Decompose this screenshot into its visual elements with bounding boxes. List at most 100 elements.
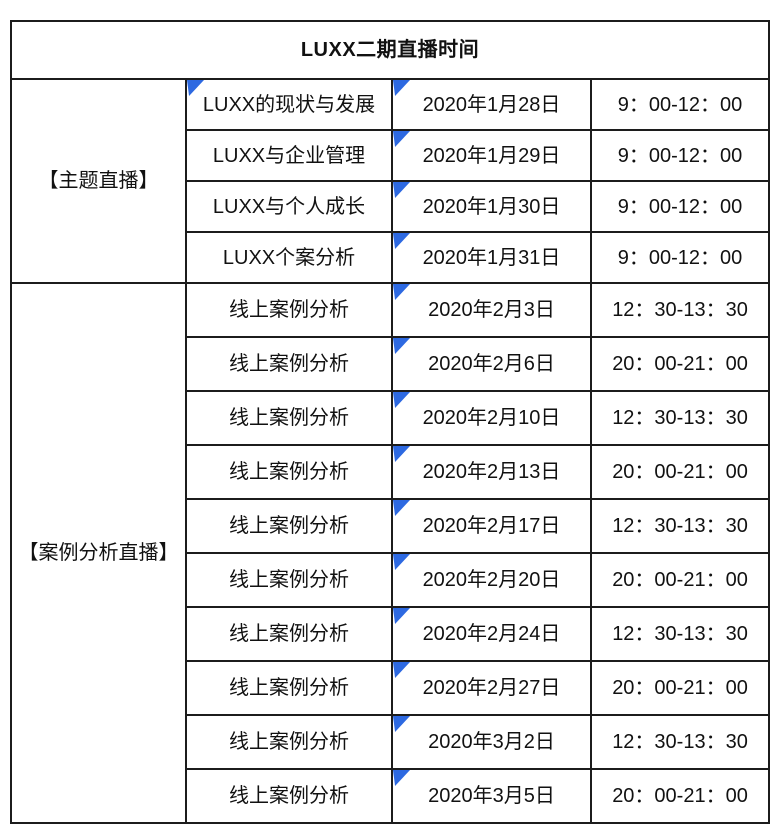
- time-text: 12：30-13：30: [612, 299, 748, 321]
- topic-cell: 线上案例分析: [185, 336, 393, 392]
- date-text: 2020年1月28日: [422, 93, 561, 116]
- time-text: 12：30-13：30: [612, 623, 748, 645]
- date-cell: 2020年1月31日: [391, 231, 592, 284]
- date-text: 2020年2月6日: [428, 353, 555, 375]
- date-text: 2020年1月31日: [422, 246, 561, 269]
- time-cell: 9：00-12：00: [589, 129, 771, 182]
- date-cell: 2020年2月20日: [391, 552, 592, 608]
- comment-marker-icon: [394, 609, 410, 624]
- schedule-table: LUXX二期直播时间 【主题直播】 LUXX的现状与发展 2020年1月28日 9：0…: [9, 20, 771, 824]
- time-text: 12：30-13：30: [612, 515, 748, 537]
- time-text: 20：00-21：00: [612, 677, 748, 699]
- table-row: 线上案例分析 2020年2月10日 12：30-13：30: [11, 390, 771, 446]
- topic-text: 线上案例分析: [229, 407, 349, 429]
- comment-marker-icon: [394, 339, 410, 354]
- topic-cell: LUXX的现状与发展: [185, 78, 393, 131]
- table-row: 线上案例分析 2020年2月27日 20：00-21：00: [11, 660, 771, 716]
- date-cell: 2020年1月30日: [391, 180, 592, 233]
- section-label: 【主题直播】: [10, 78, 187, 284]
- date-text: 2020年2月3日: [428, 299, 555, 321]
- time-cell: 20：00-21：00: [589, 552, 771, 608]
- time-text: 20：00-21：00: [612, 461, 748, 483]
- comment-marker-icon: [394, 663, 410, 678]
- time-cell: 20：00-21：00: [589, 336, 771, 392]
- time-text: 9：00-12：00: [617, 246, 743, 269]
- topic-text: 线上案例分析: [229, 461, 349, 483]
- date-cell: 2020年3月2日: [391, 714, 592, 770]
- topic-text: LUXX个案分析: [222, 246, 356, 269]
- comment-marker-icon: [394, 501, 410, 516]
- time-text: 20：00-21：00: [612, 785, 748, 807]
- comment-marker-icon: [394, 555, 410, 570]
- date-text: 2020年2月20日: [422, 569, 561, 591]
- table-row: 线上案例分析 2020年3月2日 12：30-13：30: [11, 714, 771, 770]
- topic-cell: 线上案例分析: [185, 660, 393, 716]
- time-cell: 12：30-13：30: [589, 714, 771, 770]
- table-row: 线上案例分析 2020年2月6日 20：00-21：00: [11, 336, 771, 392]
- topic-cell: 线上案例分析: [185, 714, 393, 770]
- date-cell: 2020年2月3日: [391, 282, 592, 338]
- time-cell: 9：00-12：00: [589, 78, 771, 131]
- time-cell: 12：30-13：30: [589, 390, 771, 446]
- topic-text: LUXX与企业管理: [212, 144, 366, 167]
- comment-marker-icon: [394, 717, 410, 732]
- topic-text: 线上案例分析: [229, 623, 349, 645]
- table-row: 线上案例分析 2020年2月17日 12：30-13：30: [11, 498, 771, 554]
- time-text: 12：30-13：30: [612, 407, 748, 429]
- comment-marker-icon: [394, 285, 410, 300]
- topic-cell: LUXX与个人成长: [185, 180, 393, 233]
- topic-cell: LUXX个案分析: [185, 231, 393, 284]
- table-row: 线上案例分析 2020年2月13日 20：00-21：00: [11, 444, 771, 500]
- time-text: 20：00-21：00: [612, 569, 748, 591]
- topic-text: LUXX与个人成长: [212, 195, 366, 218]
- date-text: 2020年3月5日: [428, 785, 555, 807]
- date-cell: 2020年2月24日: [391, 606, 592, 662]
- time-cell: 12：30-13：30: [589, 498, 771, 554]
- topic-text: 线上案例分析: [229, 785, 349, 807]
- date-text: 2020年1月30日: [422, 195, 561, 218]
- table-row: 线上案例分析 2020年2月20日 20：00-21：00: [11, 552, 771, 608]
- time-cell: 20：00-21：00: [589, 444, 771, 500]
- time-text: 20：00-21：00: [612, 353, 748, 375]
- table-row: LUXX与企业管理 2020年1月29日 9：00-12：00: [11, 129, 771, 182]
- topic-text: 线上案例分析: [229, 569, 349, 591]
- time-text: 9：00-12：00: [617, 195, 743, 218]
- topic-text: 线上案例分析: [229, 677, 349, 699]
- time-text: 9：00-12：00: [617, 144, 743, 167]
- date-cell: 2020年3月5日: [391, 768, 592, 824]
- time-text: 9：00-12：00: [617, 93, 743, 116]
- comment-marker-icon: [394, 132, 410, 147]
- comment-marker-icon: [188, 81, 204, 96]
- topic-cell: LUXX与企业管理: [185, 129, 393, 182]
- comment-marker-icon: [394, 81, 410, 96]
- comment-marker-icon: [394, 183, 410, 198]
- date-cell: 2020年1月29日: [391, 129, 592, 182]
- topic-cell: 线上案例分析: [185, 282, 393, 338]
- topic-text: LUXX的现状与发展: [202, 93, 376, 116]
- date-cell: 2020年1月28日: [391, 78, 592, 131]
- table-row: 【案例分析直播】 线上案例分析 2020年2月3日 12：30-13：30: [10, 282, 771, 824]
- table-row: LUXX与个人成长 2020年1月30日 9：00-12：00: [11, 180, 771, 233]
- time-text: 12：30-13：30: [612, 731, 748, 753]
- date-text: 2020年2月24日: [422, 623, 561, 645]
- time-cell: 12：30-13：30: [589, 606, 771, 662]
- topic-text: 线上案例分析: [229, 515, 349, 537]
- date-cell: 2020年2月27日: [391, 660, 592, 716]
- topic-text: 线上案例分析: [229, 353, 349, 375]
- comment-marker-icon: [394, 771, 410, 786]
- date-text: 2020年2月10日: [422, 407, 561, 429]
- time-cell: 12：30-13：30: [589, 282, 771, 338]
- time-cell: 9：00-12：00: [589, 231, 771, 284]
- topic-cell: 线上案例分析: [185, 606, 393, 662]
- topic-cell: 线上案例分析: [185, 444, 393, 500]
- table-title: LUXX二期直播时间: [9, 20, 771, 80]
- date-text: 2020年2月27日: [422, 677, 561, 699]
- table-row: 【主题直播】 LUXX的现状与发展 2020年1月28日 9：00-12：00: [10, 78, 771, 284]
- table-row: 线上案例分析 2020年2月24日 12：30-13：30: [11, 606, 771, 662]
- table-row: 线上案例分析 2020年3月5日 20：00-21：00: [11, 768, 771, 824]
- topic-text: 线上案例分析: [229, 731, 349, 753]
- date-cell: 2020年2月17日: [391, 498, 592, 554]
- date-cell: 2020年2月6日: [391, 336, 592, 392]
- time-cell: 9：00-12：00: [589, 180, 771, 233]
